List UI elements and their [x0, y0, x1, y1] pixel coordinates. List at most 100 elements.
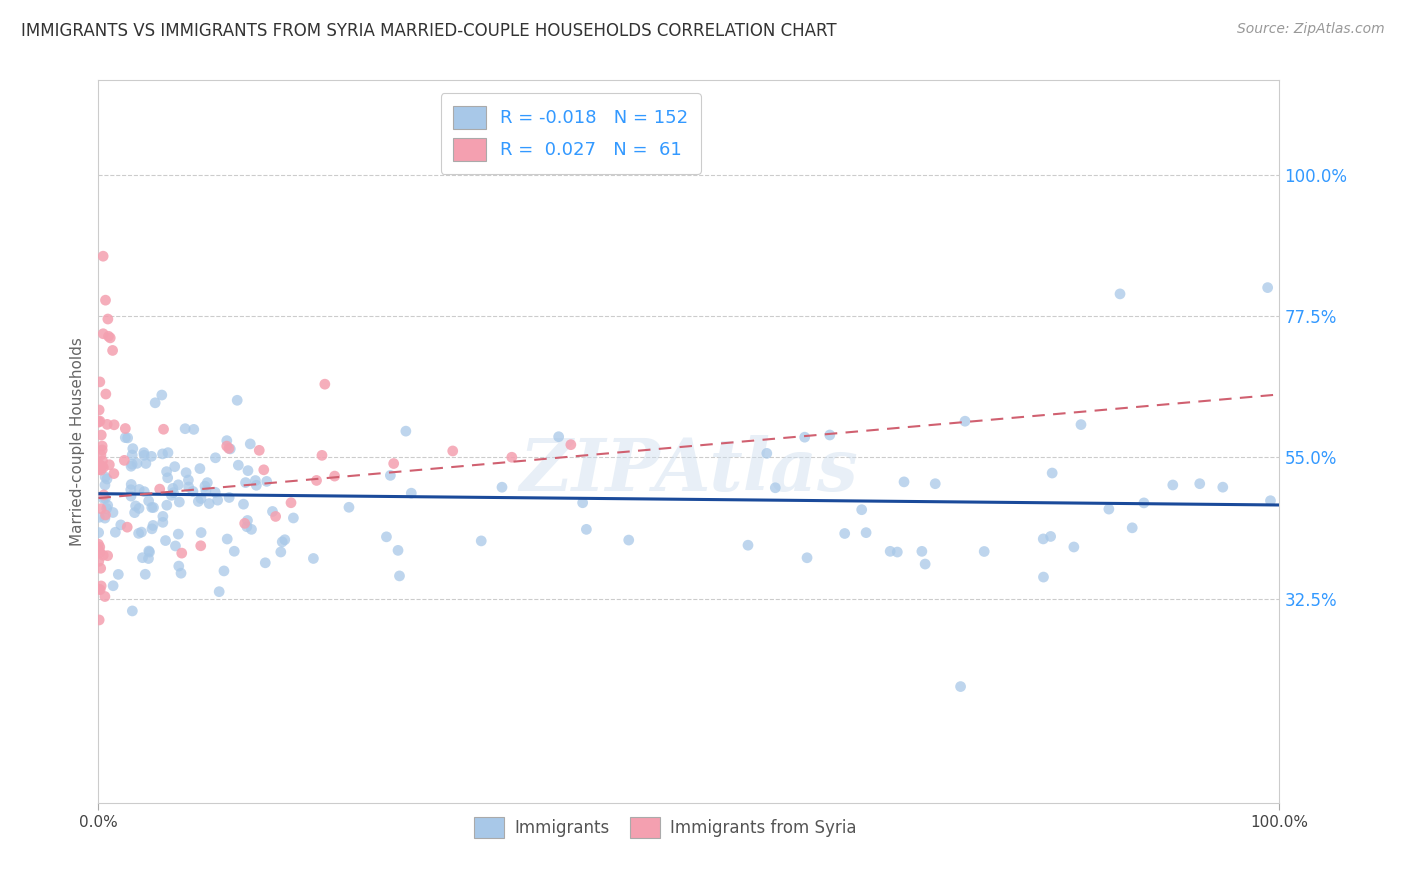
Point — [141, 450, 163, 464]
Point — [793, 430, 815, 444]
Point — [150, 388, 173, 402]
Point — [162, 482, 184, 496]
Point — [132, 446, 155, 460]
Point — [218, 491, 240, 505]
Point — [194, 479, 217, 493]
Point — [245, 474, 267, 488]
Point — [387, 543, 409, 558]
Point — [560, 438, 582, 452]
Text: IMMIGRANTS VS IMMIGRANTS FROM SYRIA MARRIED-COUPLE HOUSEHOLDS CORRELATION CHART: IMMIGRANTS VS IMMIGRANTS FROM SYRIA MARR… — [21, 22, 837, 40]
Point — [491, 480, 513, 494]
Point — [149, 482, 172, 496]
Point — [97, 499, 120, 513]
Point — [1260, 493, 1282, 508]
Point — [94, 590, 117, 604]
Point — [138, 545, 160, 559]
Point — [1063, 540, 1085, 554]
Point — [117, 431, 139, 445]
Point — [167, 527, 190, 541]
Point — [125, 456, 148, 470]
Point — [94, 511, 117, 525]
Point — [177, 473, 200, 487]
Point — [235, 475, 257, 490]
Point — [97, 329, 120, 343]
Point — [911, 544, 934, 558]
Point — [121, 604, 143, 618]
Point — [204, 450, 226, 465]
Point — [90, 463, 112, 477]
Point — [834, 526, 856, 541]
Text: ZIPAtlas: ZIPAtlas — [520, 435, 858, 506]
Point — [87, 582, 110, 597]
Point — [1257, 280, 1279, 294]
Point — [302, 551, 325, 566]
Point — [1212, 480, 1234, 494]
Point — [194, 483, 217, 498]
Point — [91, 549, 114, 563]
Point — [190, 539, 212, 553]
Point — [87, 525, 110, 540]
Point — [174, 466, 197, 480]
Point — [115, 520, 138, 534]
Point — [177, 480, 200, 494]
Point — [141, 522, 163, 536]
Point — [208, 584, 231, 599]
Point — [131, 525, 153, 540]
Point — [103, 417, 125, 432]
Point — [183, 422, 205, 436]
Point — [101, 579, 124, 593]
Point — [90, 448, 112, 462]
Point — [87, 543, 110, 558]
Point — [91, 458, 114, 473]
Point — [138, 494, 160, 508]
Point — [134, 484, 156, 499]
Point — [224, 544, 246, 558]
Point — [135, 457, 157, 471]
Point — [89, 540, 111, 554]
Point — [163, 459, 186, 474]
Point — [110, 517, 132, 532]
Point — [104, 525, 127, 540]
Point — [247, 443, 270, 458]
Point — [114, 431, 136, 445]
Point — [89, 510, 111, 524]
Point — [89, 613, 111, 627]
Point — [128, 526, 150, 541]
Point — [226, 393, 249, 408]
Point — [87, 415, 110, 429]
Point — [236, 520, 259, 534]
Point — [763, 481, 786, 495]
Point — [142, 518, 165, 533]
Point — [87, 537, 110, 551]
Point — [1098, 502, 1121, 516]
Point — [138, 544, 160, 558]
Point — [1039, 529, 1062, 543]
Point — [973, 544, 995, 558]
Point — [128, 501, 150, 516]
Point — [212, 564, 235, 578]
Point — [131, 550, 153, 565]
Point — [96, 417, 118, 432]
Point — [93, 488, 115, 502]
Point — [156, 445, 179, 459]
Point — [1188, 476, 1211, 491]
Point — [143, 396, 166, 410]
Point — [112, 453, 135, 467]
Point — [156, 471, 179, 485]
Point — [89, 458, 111, 472]
Point — [124, 506, 146, 520]
Point — [228, 458, 250, 473]
Point — [245, 478, 267, 492]
Point — [501, 450, 523, 465]
Point — [91, 454, 114, 468]
Point — [89, 582, 111, 597]
Point — [94, 387, 117, 401]
Point — [167, 477, 190, 491]
Point — [162, 485, 184, 500]
Legend: Immigrants, Immigrants from Syria: Immigrants, Immigrants from Syria — [468, 810, 863, 845]
Point — [818, 428, 841, 442]
Point — [190, 525, 212, 540]
Point — [91, 491, 114, 506]
Point — [90, 561, 112, 575]
Point — [91, 442, 114, 457]
